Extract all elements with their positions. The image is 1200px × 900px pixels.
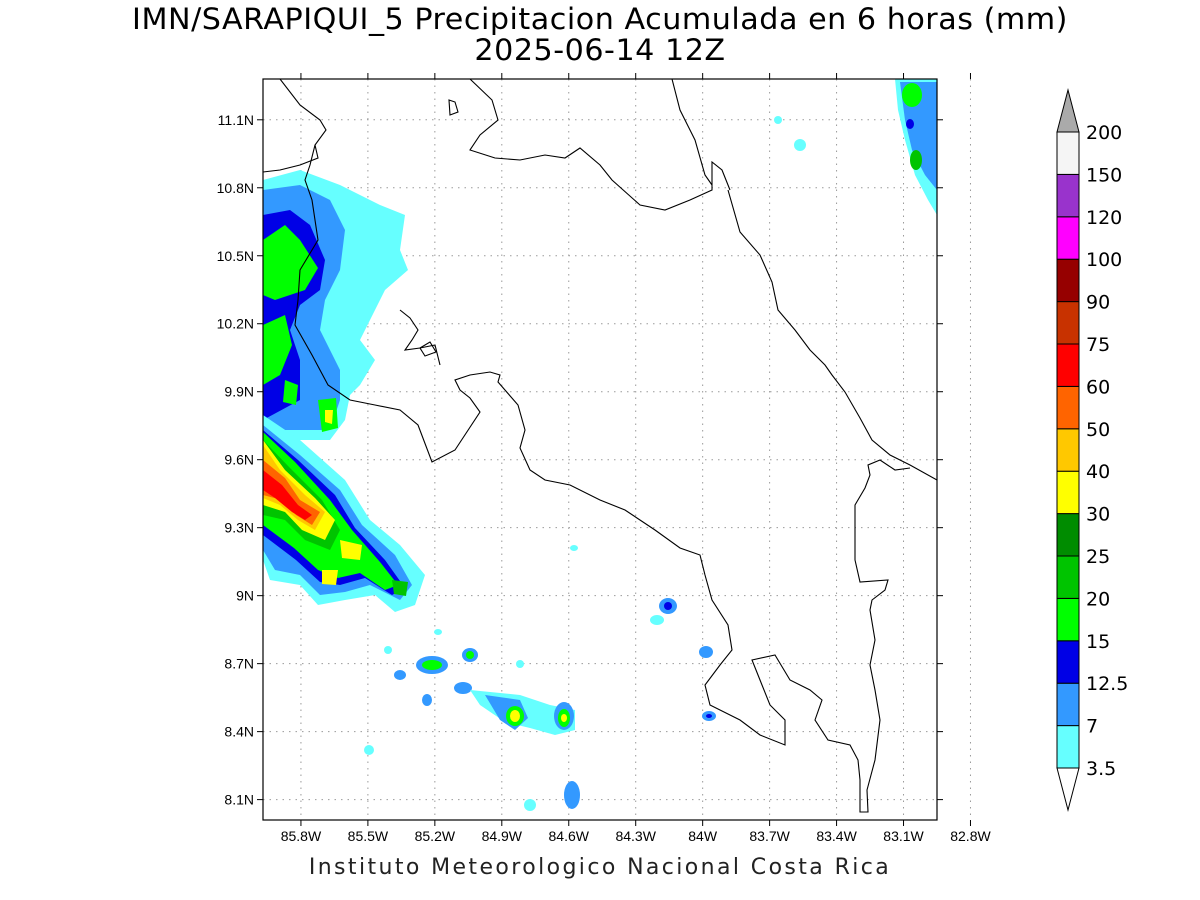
lat-tick-label: 8.4N [224, 724, 254, 740]
colorbar-label: 150 [1086, 164, 1122, 186]
colorbar-label: 50 [1086, 419, 1110, 441]
colorbar-label: 3.5 [1086, 758, 1116, 780]
colorbar-box [1056, 470, 1080, 515]
colorbar-label: 120 [1086, 207, 1122, 229]
lon-tick-label: 84.3W [615, 828, 656, 844]
colorbar-box [1056, 173, 1080, 218]
lat-tick-label: 10.5N [217, 248, 254, 264]
lat-tick-label: 8.1N [224, 792, 254, 808]
rain-area-central-pacific [263, 415, 425, 612]
latitude-axis: 11.1N 10.8N 10.5N 10.2N 9.9N 9.6N 9.3N 9N 8.7N 8.… [217, 112, 943, 808]
rain-area-northeast [774, 79, 937, 215]
colorbar-box [1056, 428, 1080, 472]
colorbar-legend: 3.5 7 12.5 15 20 25 30 40 50 60 75 90 100 120 150 200 [1056, 88, 1128, 812]
colorbar-label: 20 [1086, 588, 1110, 610]
lon-tick-label: 85.5W [348, 828, 389, 844]
lat-tick-label: 9N [236, 588, 254, 604]
lat-tick-label: 9.3N [224, 520, 254, 536]
lon-tick-label: 84.6W [549, 828, 590, 844]
colorbar-box [1056, 640, 1080, 684]
lat-tick-label: 8.7N [224, 656, 254, 672]
colorbar-box [1056, 301, 1080, 345]
colorbar-box [1056, 597, 1080, 642]
colorbar-box [1056, 555, 1080, 599]
colorbar-box [1056, 513, 1080, 557]
lat-tick-label: 9.6N [224, 452, 254, 468]
lat-tick-label: 10.2N [217, 316, 254, 332]
coastlines-and-borders [263, 79, 937, 813]
colorbar-label: 60 [1086, 376, 1110, 398]
map-subtitle-datetime: 2025-06-14 12Z [474, 33, 726, 67]
lon-tick-label: 84.9W [482, 828, 523, 844]
colorbar-label: 75 [1086, 334, 1110, 356]
rain-cells-south [364, 545, 716, 811]
longitude-axis: 85.8W 85.5W 85.2W 84.9W 84.6W 84.3W 84W 83.7W 83… [281, 73, 991, 844]
lat-tick-label: 10.8N [217, 180, 254, 196]
lon-tick-label: 85.8W [281, 828, 322, 844]
colorbar-label: 90 [1086, 292, 1110, 314]
lon-tick-label: 83.7W [749, 828, 790, 844]
lon-tick-label: 84W [688, 828, 718, 844]
lat-tick-label: 9.9N [224, 384, 254, 400]
colorbar-label: 7 [1086, 716, 1098, 738]
map-gridlines [263, 79, 971, 820]
colorbar-label: 12.5 [1086, 673, 1128, 695]
colorbar-upper-extension [1056, 88, 1080, 133]
lat-tick-label: 11.1N [218, 112, 254, 128]
colorbar-label: 200 [1086, 122, 1122, 144]
colorbar-box [1056, 258, 1080, 303]
colorbar-label: 40 [1086, 461, 1110, 483]
colorbar-label: 25 [1086, 546, 1110, 568]
colorbar-box [1056, 343, 1080, 387]
map-frame [262, 78, 938, 821]
colorbar-label: 100 [1086, 249, 1122, 271]
lon-tick-label: 82.8W [950, 828, 991, 844]
colorbar-box [1056, 385, 1080, 430]
colorbar-box [1056, 682, 1080, 727]
precipitation-field [263, 79, 937, 811]
colorbar-lower-extension [1056, 767, 1080, 812]
colorbar-label: 15 [1086, 631, 1110, 653]
lon-tick-label: 83.4W [816, 828, 857, 844]
rain-area-northwest [263, 170, 408, 440]
colorbar-box [1056, 725, 1080, 769]
colorbar-label: 30 [1086, 504, 1110, 526]
map-title: IMN/SARAPIQUI_5 Precipitacion Acumulada … [132, 2, 1068, 36]
colorbar-box [1056, 131, 1080, 175]
lon-tick-label: 83.1W [883, 828, 924, 844]
footer-credit: Instituto Meteorologico Nacional Costa R… [308, 855, 892, 880]
lon-tick-label: 85.2W [415, 828, 456, 844]
colorbar-box [1056, 216, 1080, 260]
